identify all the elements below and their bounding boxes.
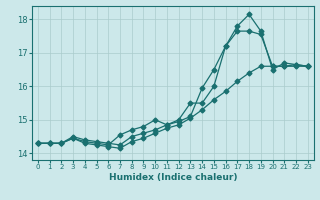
X-axis label: Humidex (Indice chaleur): Humidex (Indice chaleur) (108, 173, 237, 182)
